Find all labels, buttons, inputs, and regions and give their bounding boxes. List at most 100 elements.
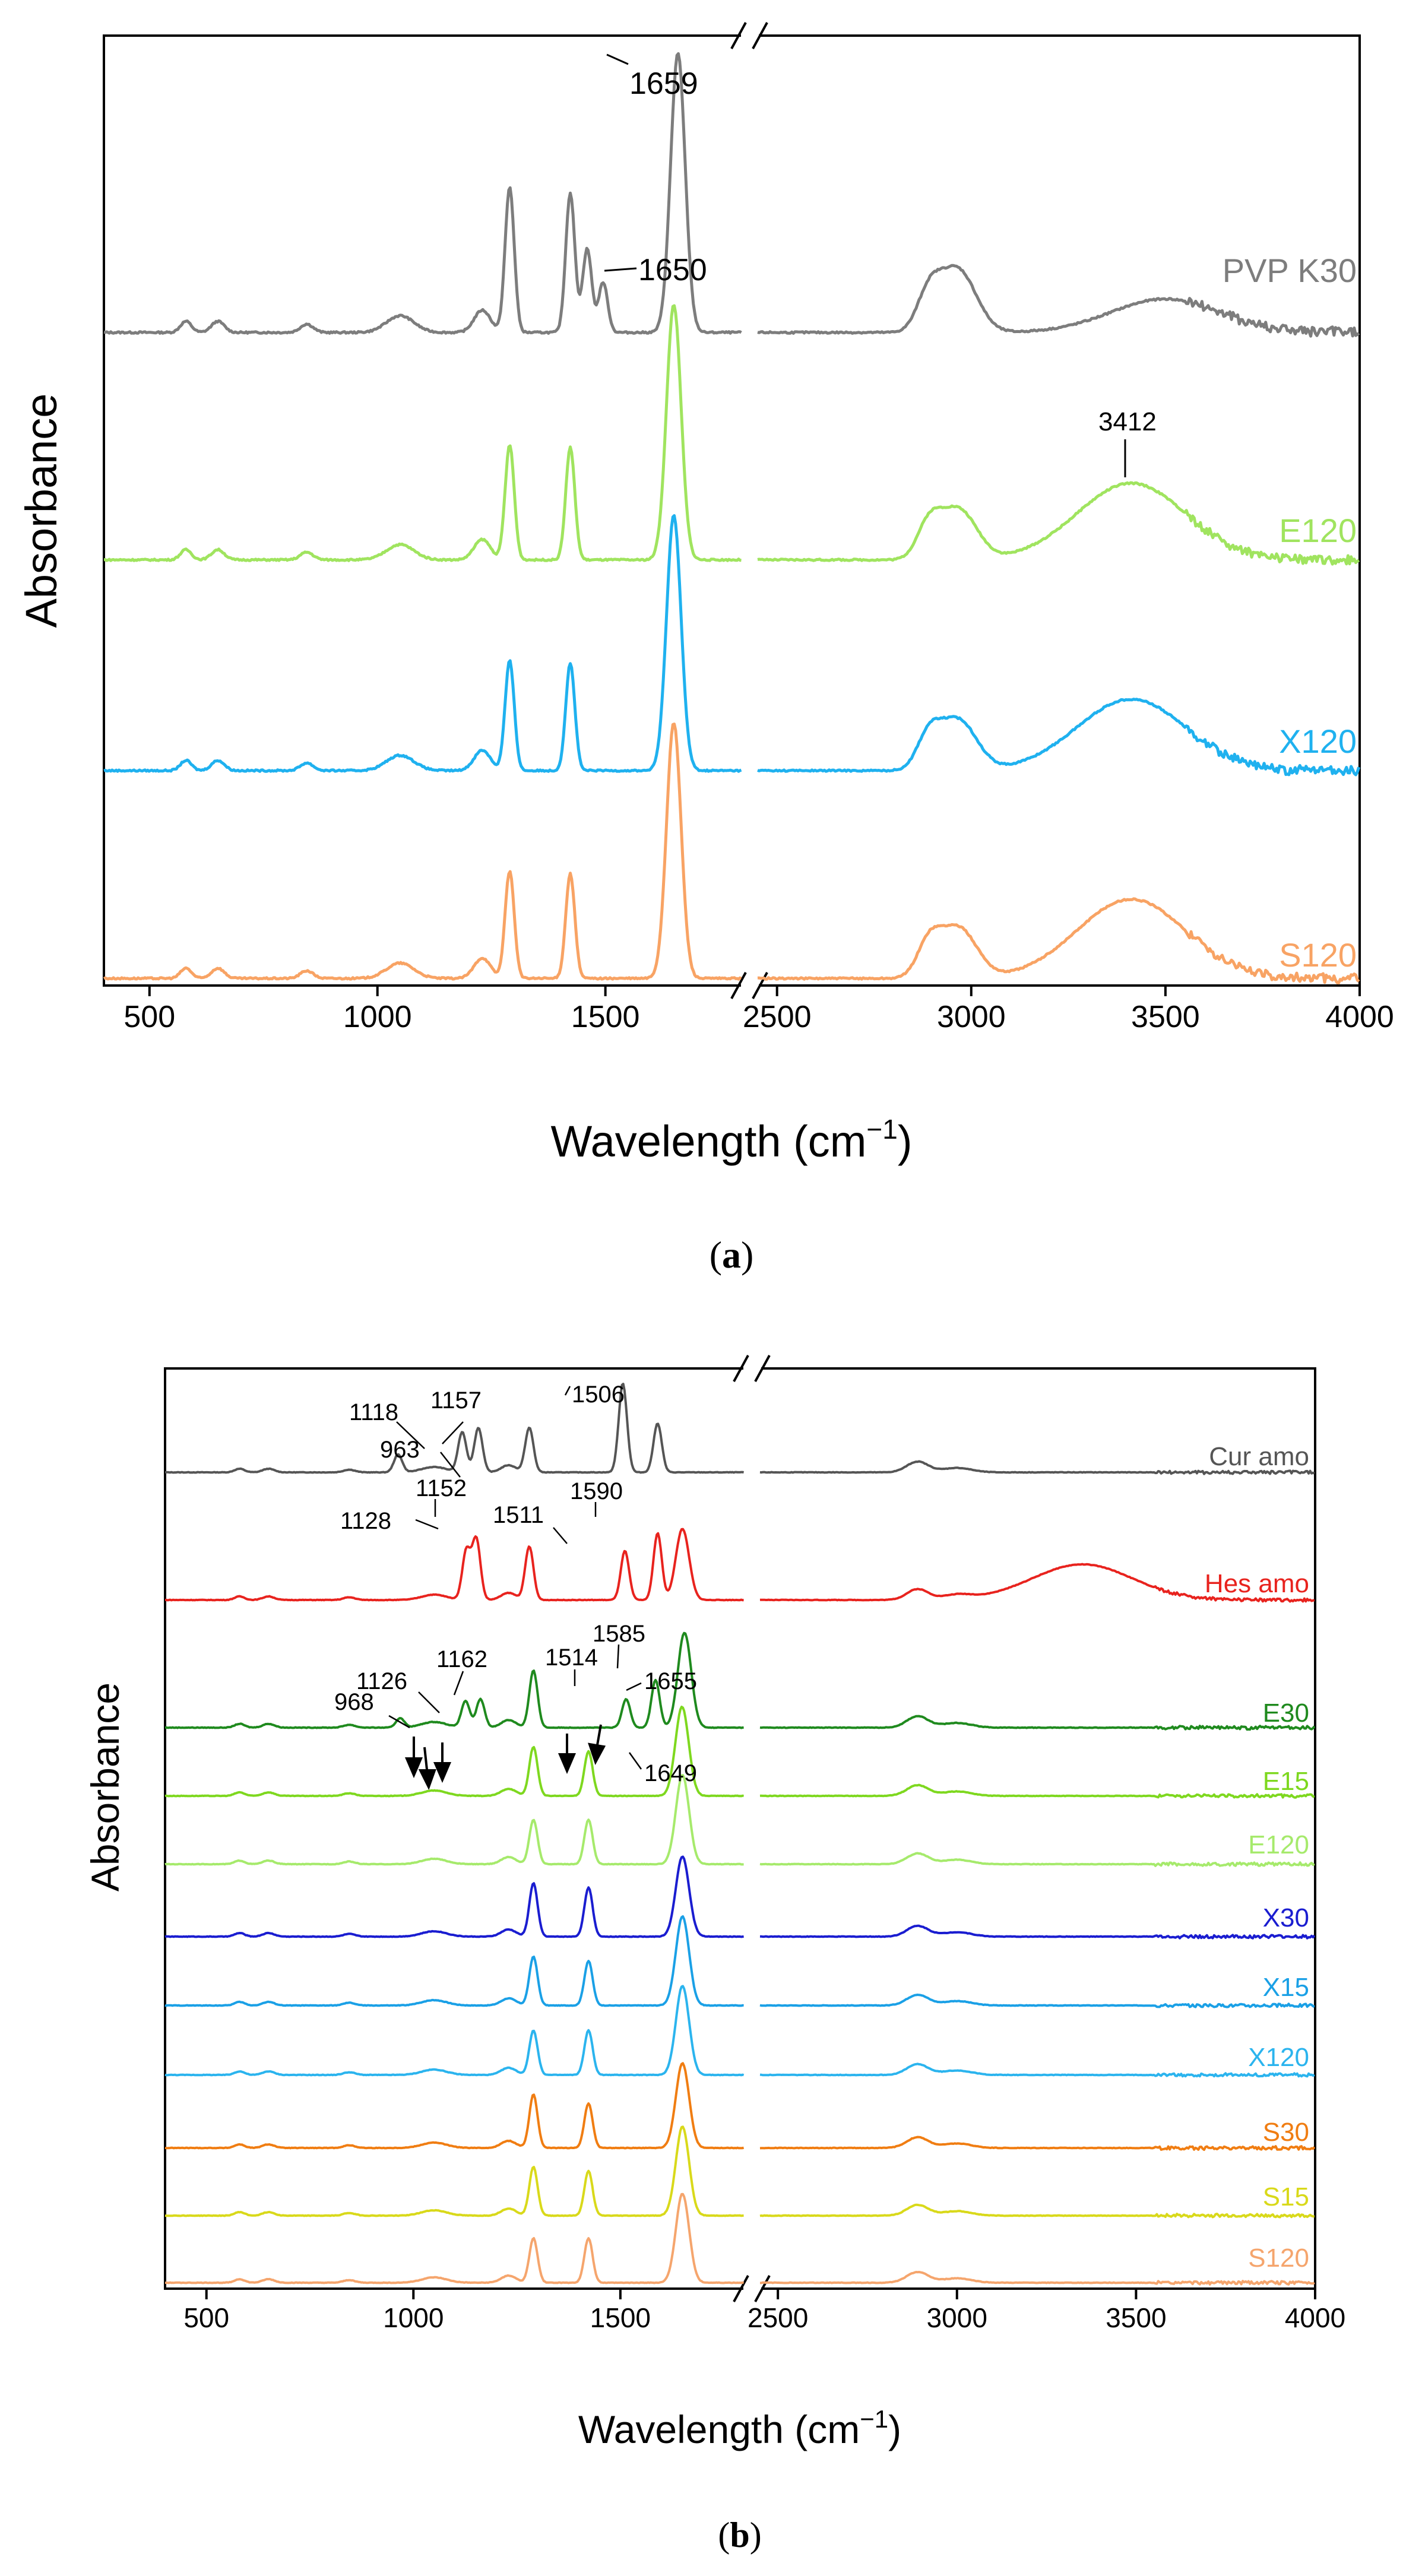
spectrum-x15 [164, 1915, 744, 2007]
annotation-b-1152: 1152 [416, 1475, 467, 1501]
spectra-b [164, 1383, 1316, 2286]
axis-break-mark-a1 [730, 22, 747, 49]
series-label-e120-b: E120 [1248, 1830, 1309, 1859]
x-axis-title-b: Wavelength (cm−1) [578, 2405, 901, 2451]
spectrum-hes-amo [759, 1563, 1315, 1603]
spectrum-s15 [164, 2125, 744, 2217]
x-tick-label: 500 [183, 2302, 229, 2333]
plot-frame-b [164, 1367, 1316, 2290]
spectrum-x120 [103, 514, 742, 773]
x-tick-label: 4000 [1285, 2302, 1345, 2333]
axis-break-mark-a4 [752, 972, 768, 999]
annotation-b-1649: 1649 [644, 1760, 697, 1786]
annotation-b-1118: 1118 [349, 1399, 398, 1425]
series-label-cur-amo: Cur amo [1209, 1442, 1309, 1471]
series-label-e120-a: E120 [1279, 512, 1357, 549]
panel-label-a: (a) [710, 1234, 754, 1276]
x-ticks-b: 500 1000 1500 2500 3000 3500 4000 [183, 2289, 1345, 2333]
spectrum-pvp-k30 [757, 264, 1360, 338]
annotation-a-1650: 1650 [638, 253, 707, 287]
annotation-b-1590: 1590 [570, 1478, 623, 1504]
annotation-b-1506: 1506 [572, 1382, 625, 1408]
spectrum-s15 [759, 2203, 1315, 2219]
series-label-hes-amo: Hes amo [1205, 1569, 1309, 1598]
panel-b: 500 1000 1500 2500 3000 3500 4000 963 1118 115… [83, 1355, 1345, 2555]
axis-break-mark-a2 [752, 22, 768, 49]
y-axis-title-b: Absorbance [83, 1683, 127, 1891]
x-tick-label: 1000 [383, 2302, 444, 2333]
series-label-x120-a: X120 [1279, 723, 1357, 760]
series-label-s120-b: S120 [1248, 2244, 1309, 2273]
spectrum-hes-amo [165, 1528, 744, 1602]
x-tick-label: 500 [123, 1000, 175, 1034]
spectrum-e120 [757, 481, 1360, 566]
spectrum-s30 [759, 2135, 1316, 2151]
axis-break-gap-top-b [743, 1364, 761, 1373]
annotation-leader-a-1650 [604, 267, 637, 272]
series-label-x30: X30 [1263, 1903, 1309, 1932]
annotation-a-3412: 3412 [1098, 407, 1157, 436]
spectrum-e120 [759, 1852, 1315, 1867]
axis-break-gap-bottom-a [741, 981, 759, 990]
spectrum-x30 [164, 1855, 744, 1938]
spectrum-e120 [103, 304, 742, 562]
axis-break-mark-b1 [733, 1355, 749, 1382]
x-tick-label: 3000 [927, 2302, 987, 2333]
spectrum-x15 [759, 1994, 1315, 2008]
spectrum-s120 [165, 2192, 745, 2285]
axis-break-gap-bottom-b [743, 2284, 761, 2293]
axis-break-mark-b4 [754, 2275, 771, 2302]
series-label-s30: S30 [1263, 2118, 1309, 2147]
spectrum-x120 [164, 1985, 745, 2077]
series-label-x15: X15 [1263, 1973, 1309, 2002]
series-label-e30: E30 [1263, 1699, 1309, 1728]
axis-break-gap-top-a [741, 31, 759, 40]
annotation-leader-b-1128 [415, 1519, 439, 1530]
spectrum-s120 [760, 2271, 1315, 2286]
annotation-b-1585: 1585 [593, 1621, 645, 1647]
annotation-b-1157: 1157 [430, 1387, 482, 1414]
x-tick-label: 1500 [571, 1000, 640, 1034]
series-label-pvp-k30: PVP K30 [1223, 252, 1357, 289]
spectrum-pvp-k30 [103, 52, 742, 335]
annotation-leader-b-1157 [442, 1421, 464, 1444]
x-tick-label: 1000 [343, 1000, 412, 1034]
plot-frame-a [103, 34, 1361, 987]
spectrum-e30 [164, 1631, 744, 1729]
spectrum-s120 [103, 723, 742, 981]
annotation-leader-b-1126 [418, 1691, 440, 1713]
series-label-s15: S15 [1263, 2182, 1309, 2211]
annotation-arrows-b [404, 1724, 606, 1791]
annotation-leader-b-1118 [396, 1421, 425, 1449]
spectrum-s120 [757, 897, 1360, 985]
x-tick-label: 2500 [748, 2302, 808, 2333]
series-label-s120-a: S120 [1279, 936, 1357, 974]
annotation-b-1126: 1126 [356, 1668, 407, 1694]
annotation-leader-b-1585 [616, 1644, 620, 1669]
arrowhead-1514 [558, 1753, 577, 1775]
spectrum-x30 [759, 1924, 1316, 1940]
panel-label-b: (b) [718, 2515, 761, 2555]
annotation-b-1128: 1128 [340, 1508, 391, 1534]
annotation-b-968: 968 [334, 1689, 374, 1715]
spectrum-e15 [759, 1783, 1315, 1799]
axis-break-mark-b2 [754, 1355, 771, 1382]
spectrum-s30 [164, 2062, 745, 2150]
y-axis-title-a: Absorbance [17, 394, 66, 628]
x-tick-label: 3500 [1131, 1000, 1200, 1034]
spectrum-cur-amo [759, 1460, 1315, 1475]
spectrum-x120 [759, 2062, 1315, 2078]
axis-break-mark-b3 [733, 2275, 749, 2302]
annotation-b-1655: 1655 [644, 1668, 697, 1694]
annotations-b [388, 1386, 642, 1770]
spectrum-e15 [164, 1706, 744, 1798]
annotation-leader-b-1162 [453, 1671, 464, 1696]
annotation-leader-b-1655 [626, 1682, 642, 1691]
x-tick-label: 3500 [1106, 2302, 1166, 2333]
arrowhead-1126 [418, 1769, 436, 1791]
annotation-leader-b-1511 [553, 1527, 568, 1544]
annotation-leader-b-1506 [564, 1386, 571, 1396]
annotation-b-1162: 1162 [436, 1646, 487, 1672]
annotation-b-963: 963 [380, 1437, 420, 1463]
